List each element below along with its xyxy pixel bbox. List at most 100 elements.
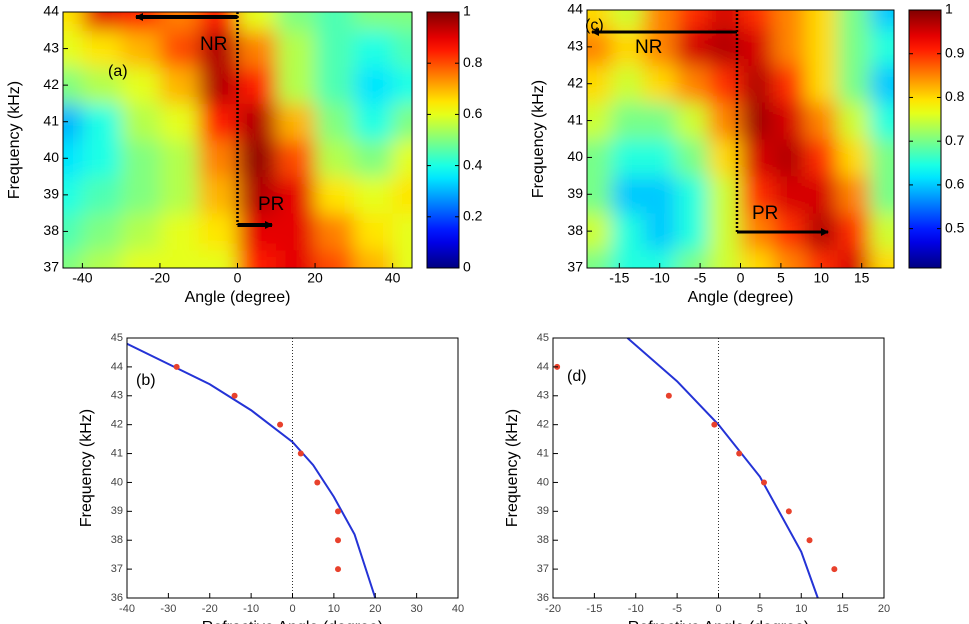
y-axis-label: Frequency (kHz) bbox=[6, 81, 23, 199]
heat-cell bbox=[837, 175, 871, 214]
x-tick-label: -20 bbox=[150, 270, 170, 286]
data-point bbox=[711, 421, 718, 428]
heat-cell bbox=[121, 103, 161, 141]
heat-cell bbox=[237, 103, 277, 141]
heat-cell bbox=[837, 65, 871, 103]
heat-cell bbox=[315, 30, 355, 68]
heat-cell bbox=[708, 139, 741, 177]
heat-cell bbox=[611, 175, 645, 214]
colorbar-label: 0.6 bbox=[463, 105, 483, 121]
heat-cell bbox=[837, 212, 871, 251]
heat-cell bbox=[708, 10, 741, 29]
x-tick-label: 40 bbox=[452, 603, 464, 615]
heat-cell bbox=[353, 140, 394, 178]
y-tick-label: 45 bbox=[537, 332, 549, 344]
data-point bbox=[806, 537, 813, 544]
y-tick-label: 40 bbox=[43, 149, 59, 165]
heat-cell bbox=[805, 65, 838, 103]
heat-cell bbox=[708, 175, 741, 214]
heat-cell bbox=[837, 139, 871, 177]
y-tick-label: 37 bbox=[537, 563, 549, 575]
heat-cell bbox=[805, 175, 838, 214]
heat-cell bbox=[237, 12, 277, 31]
heat-cell bbox=[82, 12, 122, 31]
heat-cell bbox=[159, 213, 200, 251]
heat-cell bbox=[121, 213, 161, 251]
x-tick-label: 20 bbox=[307, 270, 323, 286]
heatmap bbox=[587, 10, 894, 268]
x-tick-label: 15 bbox=[854, 270, 870, 286]
heat-cell bbox=[837, 102, 871, 140]
y-tick-label: 41 bbox=[43, 112, 59, 128]
y-tick-label: 44 bbox=[537, 361, 549, 373]
x-tick-label: 5 bbox=[777, 270, 785, 286]
heat-cell bbox=[63, 140, 83, 178]
heat-cell bbox=[121, 30, 161, 68]
heat-cell bbox=[159, 103, 200, 141]
heat-cell bbox=[869, 139, 894, 177]
heat-cell bbox=[643, 10, 677, 29]
data-point bbox=[173, 363, 180, 370]
heat-cell bbox=[740, 175, 774, 214]
heat-cell bbox=[675, 139, 709, 177]
heat-cell bbox=[587, 212, 612, 251]
heat-cell bbox=[772, 10, 806, 29]
heat-cell bbox=[643, 28, 677, 66]
heat-cell bbox=[237, 140, 277, 178]
heat-cell bbox=[121, 66, 161, 104]
heat-cell bbox=[611, 10, 645, 29]
x-tick-label: -40 bbox=[72, 270, 92, 286]
y-tick-label: 43 bbox=[111, 390, 123, 402]
y-tick-label: 39 bbox=[537, 505, 549, 517]
x-tick-label: 15 bbox=[837, 603, 849, 615]
heat-cell bbox=[675, 65, 709, 103]
heat-cell bbox=[392, 249, 412, 268]
heat-cell bbox=[276, 30, 316, 68]
x-tick-label: -10 bbox=[243, 603, 259, 615]
x-tick-label: -10 bbox=[650, 270, 670, 286]
heat-cell bbox=[315, 213, 355, 251]
heat-cell bbox=[237, 30, 277, 68]
colorbar-label: 0.4 bbox=[463, 156, 483, 172]
heat-cell bbox=[198, 176, 238, 214]
y-tick-label: 39 bbox=[43, 186, 59, 202]
heat-cell bbox=[82, 140, 122, 178]
heat-cell bbox=[740, 249, 774, 268]
heat-cell bbox=[869, 175, 894, 214]
x-tick-label: 10 bbox=[328, 603, 340, 615]
heat-cell bbox=[276, 66, 316, 104]
x-axis-label: Refractive Angle (degree) bbox=[628, 619, 809, 624]
heat-cell bbox=[63, 30, 83, 68]
heat-cell bbox=[587, 65, 612, 103]
heat-cell bbox=[805, 249, 838, 268]
heat-cell bbox=[315, 66, 355, 104]
heat-cell bbox=[837, 28, 871, 66]
heat-cell bbox=[198, 249, 238, 268]
y-tick-label: 42 bbox=[537, 419, 549, 431]
heat-cell bbox=[159, 66, 200, 104]
x-tick-label: 10 bbox=[814, 270, 830, 286]
y-tick-label: 38 bbox=[567, 222, 583, 238]
y-tick-label: 44 bbox=[43, 3, 59, 19]
heat-cell bbox=[643, 175, 677, 214]
heat-cell bbox=[237, 213, 277, 251]
annotation: PR bbox=[258, 194, 284, 215]
y-tick-label: 43 bbox=[567, 38, 583, 54]
annotation: PR bbox=[752, 203, 778, 224]
heat-cell bbox=[353, 213, 394, 251]
heat-cell bbox=[353, 30, 394, 68]
heat-cell bbox=[392, 12, 412, 31]
heat-cell bbox=[392, 140, 412, 178]
heat-cell bbox=[392, 176, 412, 214]
heat-cell bbox=[869, 10, 894, 29]
data-point bbox=[736, 450, 743, 457]
heat-cell bbox=[63, 176, 83, 214]
heat-cell bbox=[315, 12, 355, 31]
data-point bbox=[314, 479, 321, 486]
x-tick-label: 30 bbox=[411, 603, 423, 615]
heat-cell bbox=[587, 10, 612, 29]
y-tick-label: 40 bbox=[567, 148, 583, 164]
colorbar-label: 1 bbox=[463, 3, 471, 19]
heat-cell bbox=[315, 249, 355, 268]
x-axis-label: Angle (degree) bbox=[185, 289, 291, 306]
